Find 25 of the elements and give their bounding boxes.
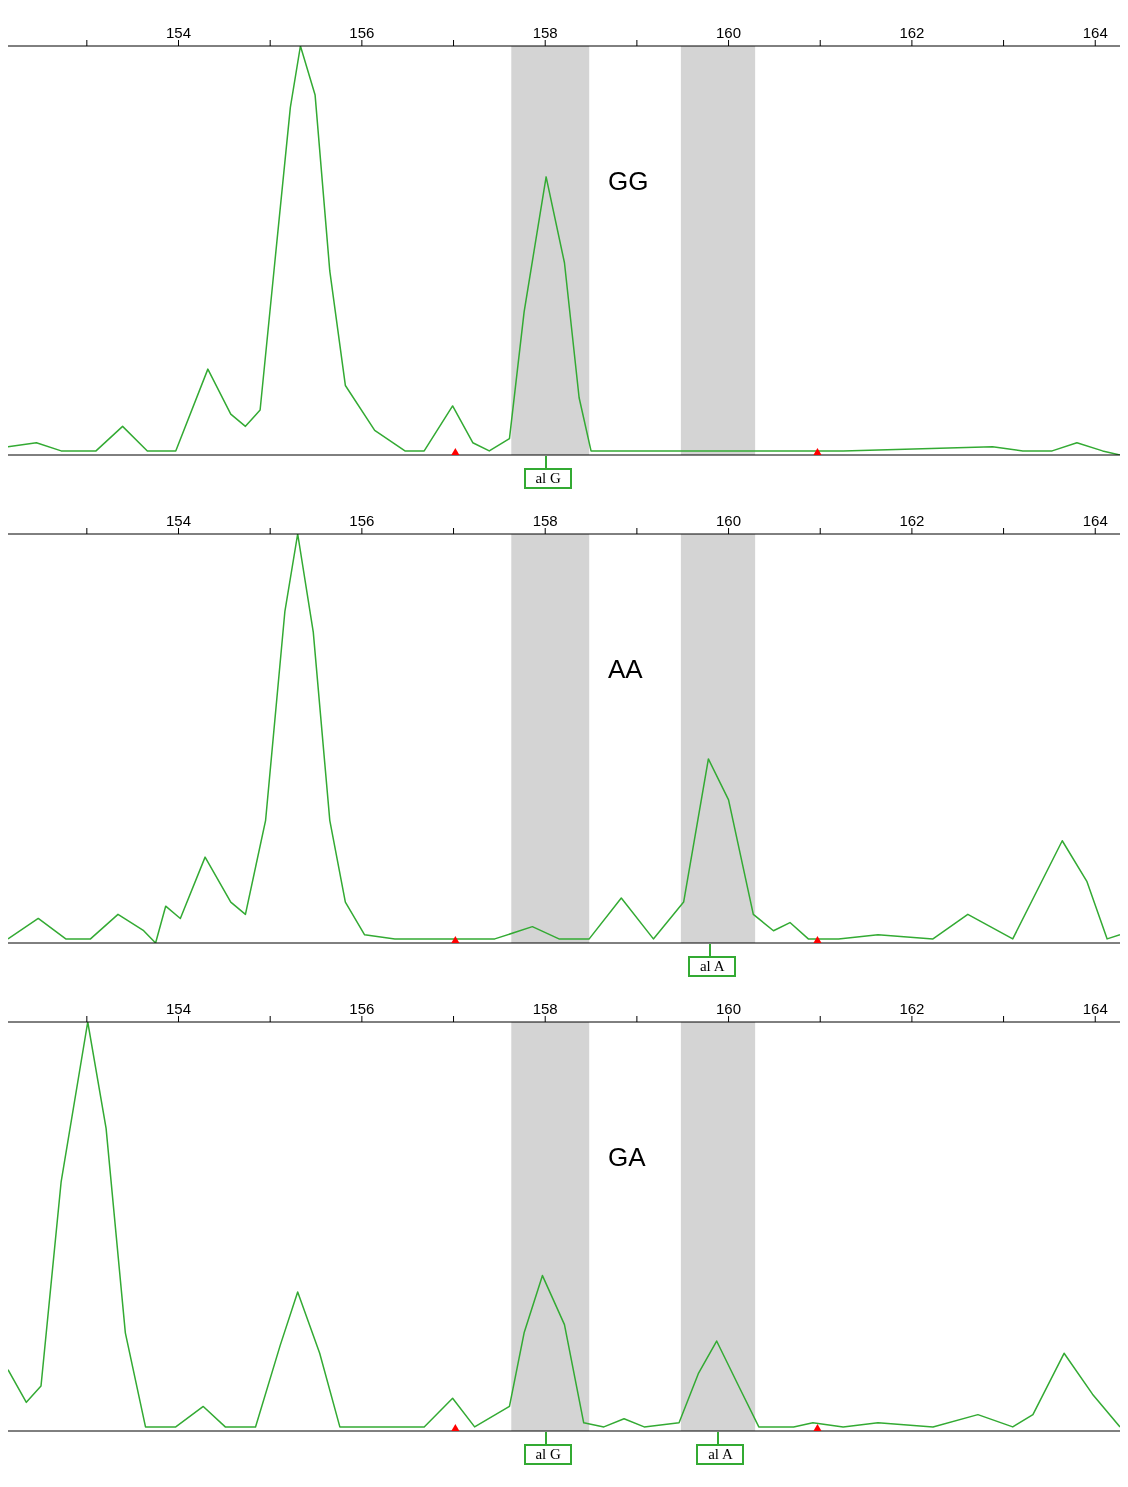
x-tick-label: 158 (532, 24, 558, 41)
x-tick-label: 164 (1082, 24, 1108, 41)
x-tick-label: 156 (349, 24, 375, 41)
annotation: GG (608, 166, 649, 197)
x-tick-label: 160 (716, 1000, 742, 1017)
x-tick-label: 156 (349, 1000, 375, 1017)
x-tick-label: 158 (532, 512, 558, 529)
annotation: GA (608, 1142, 646, 1173)
x-tick-label: 162 (899, 512, 925, 529)
annotation: AA (608, 654, 643, 685)
x-tick-label: 164 (1082, 512, 1108, 529)
x-tick-label: 160 (716, 512, 742, 529)
x-tick-label: 154 (166, 1000, 192, 1017)
x-tick-label: 154 (166, 24, 192, 41)
x-tick-label: 162 (899, 1000, 925, 1017)
x-tick-label: 160 (716, 24, 742, 41)
annotation: al G (524, 1444, 573, 1465)
x-tick-label: 158 (532, 1000, 558, 1017)
x-tick-label: 164 (1082, 1000, 1108, 1017)
annotation: al A (688, 956, 737, 977)
x-tick-label: 154 (166, 512, 192, 529)
annotation: al G (524, 468, 573, 489)
x-tick-label: 156 (349, 512, 375, 529)
x-tick-label: 162 (899, 24, 925, 41)
annotation: al A (696, 1444, 745, 1465)
